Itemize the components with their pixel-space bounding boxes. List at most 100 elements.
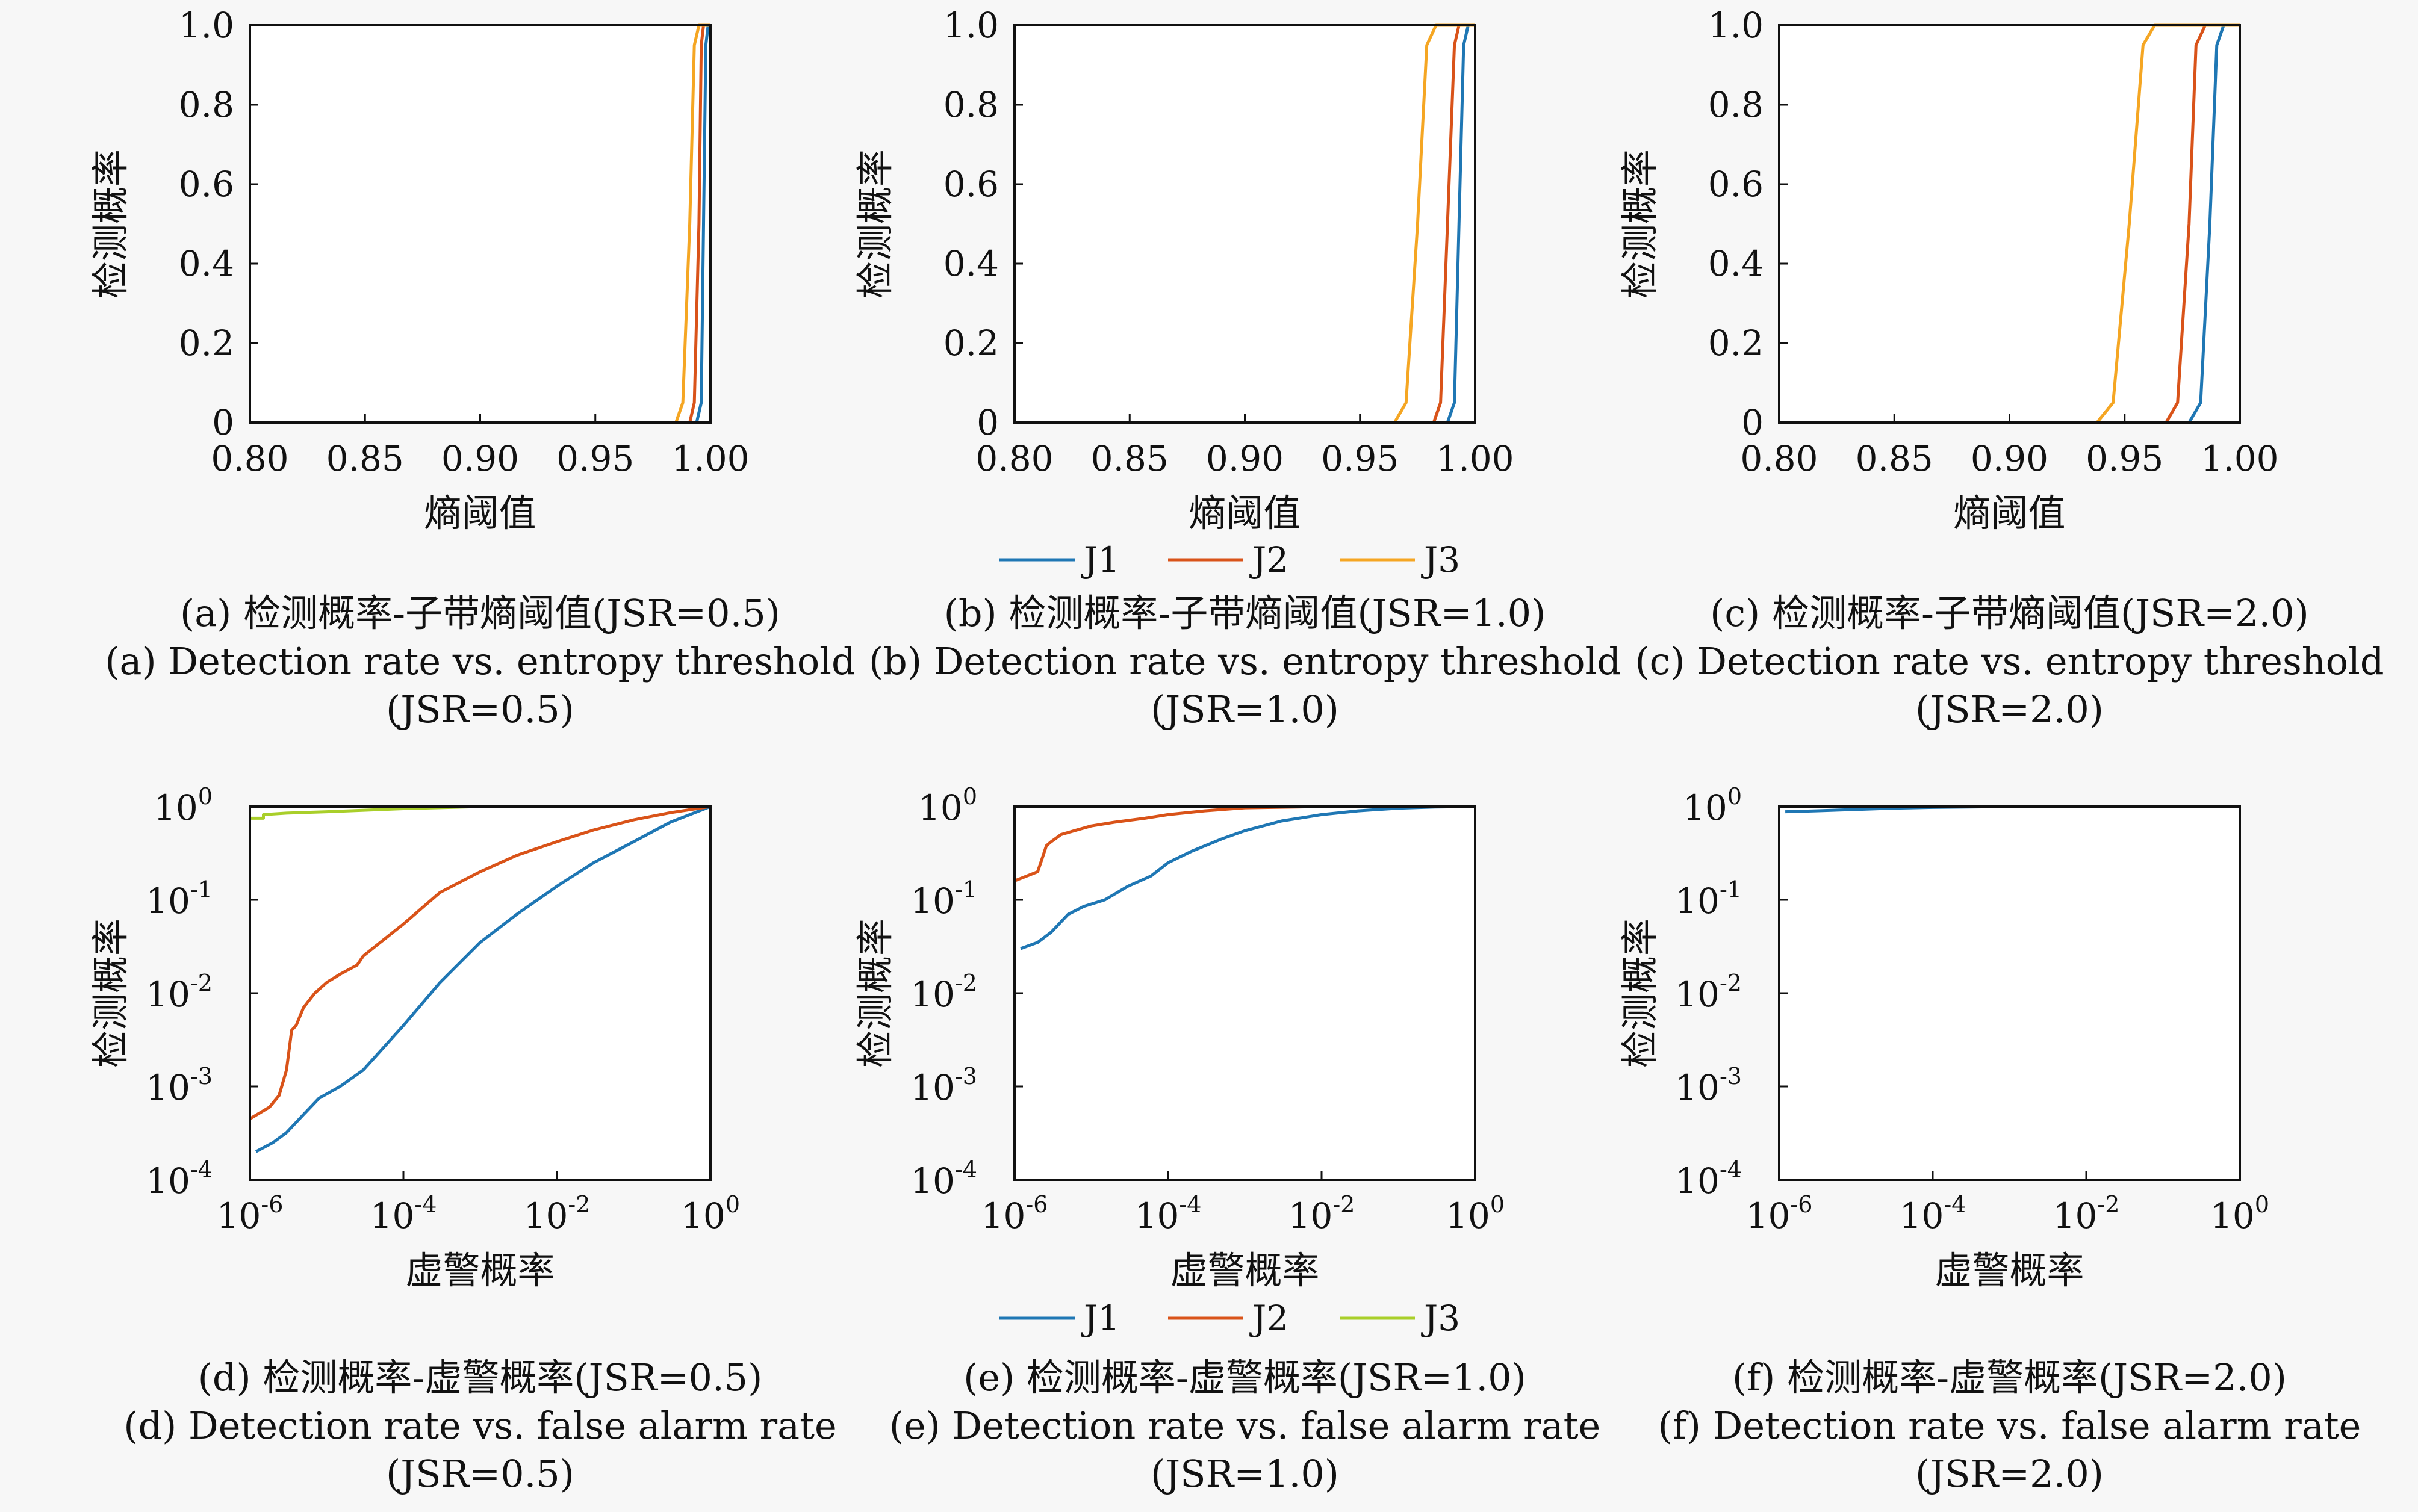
- x-tick-label: 0.80: [1740, 438, 1818, 479]
- tick-base: 10: [146, 881, 190, 922]
- y-tick-label: 0.4: [1708, 243, 1764, 284]
- x-tick-label: 1.00: [671, 438, 749, 479]
- x-tick-label: 0.95: [556, 438, 634, 479]
- y-tick-label: 0.2: [943, 323, 999, 364]
- caption-en: (a) Detection rate vs. entropy threshold: [105, 639, 855, 683]
- legend-label-j2: J2: [1249, 539, 1288, 580]
- tick-exponent: 0: [1727, 783, 1742, 810]
- tick-base: 10: [1900, 1195, 1944, 1236]
- x-tick-label: 0.85: [1856, 438, 1933, 479]
- tick-exponent: -2: [2097, 1191, 2119, 1218]
- tick-exponent: -3: [955, 1063, 977, 1089]
- tick-base: 10: [146, 974, 190, 1015]
- legend: J1 J2 J3: [999, 1298, 1460, 1339]
- x-tick-label: 0.80: [975, 438, 1053, 479]
- caption-en-jsr: (JSR=2.0): [1915, 687, 2104, 731]
- tick-exponent: -4: [1720, 1156, 1742, 1183]
- y-tick-label: 10-3: [146, 1063, 213, 1108]
- caption-en: (b) Detection rate vs. entropy threshold: [869, 639, 1621, 683]
- caption-en-jsr: (JSR=1.0): [1151, 1452, 1339, 1496]
- y-tick-label: 100: [154, 783, 213, 828]
- y-axis-label: 检测概率: [853, 919, 897, 1068]
- tick-base: 10: [981, 1195, 1026, 1236]
- y-tick-label: 0.8: [179, 84, 234, 125]
- x-tick-label: 100: [681, 1191, 740, 1236]
- tick-exponent: -4: [1179, 1191, 1201, 1218]
- y-tick-label: 0: [1741, 402, 1764, 443]
- y-axis-label: 检测概率: [1618, 919, 1662, 1068]
- tick-base: 10: [146, 1160, 190, 1201]
- tick-exponent: -6: [1025, 1191, 1048, 1218]
- y-tick-label: 0.4: [943, 243, 999, 284]
- tick-base: 10: [918, 787, 963, 828]
- y-tick-label: 1.0: [179, 5, 234, 46]
- x-tick-label: 0.90: [1971, 438, 2048, 479]
- caption-cn: (e) 检测概率-虚警概率(JSR=1.0): [963, 1356, 1526, 1399]
- tick-exponent: 0: [963, 783, 977, 810]
- caption-cn: (b) 检测概率-子带熵阈值(JSR=1.0): [944, 591, 1546, 635]
- caption-en: (f) Detection rate vs. false alarm rate: [1658, 1404, 2361, 1448]
- tick-exponent: -2: [955, 970, 977, 996]
- y-tick-label: 0.6: [943, 164, 999, 205]
- x-tick-label: 1.00: [1436, 438, 1514, 479]
- tick-base: 10: [1446, 1195, 1490, 1236]
- caption-en-jsr: (JSR=0.5): [386, 687, 574, 731]
- x-axis-label: 虚警概率: [405, 1248, 555, 1292]
- tick-exponent: -4: [955, 1156, 977, 1183]
- x-tick-label: 10-2: [524, 1191, 591, 1236]
- plot-area: [1779, 807, 2240, 1180]
- x-tick-label: 0.85: [1091, 438, 1169, 479]
- tick-base: 10: [910, 974, 955, 1015]
- y-tick-label: 10-2: [146, 970, 213, 1015]
- tick-base: 10: [1135, 1195, 1179, 1236]
- legend-label-j1: J1: [1081, 539, 1120, 580]
- y-tick-label: 10-1: [146, 876, 213, 922]
- caption-en: (c) Detection rate vs. entropy threshold: [1635, 639, 2384, 683]
- y-tick-label: 0.6: [1708, 164, 1764, 205]
- y-tick-label: 0.4: [179, 243, 234, 284]
- tick-exponent: -6: [261, 1191, 283, 1218]
- y-tick-label: 0: [212, 402, 234, 443]
- caption-en: (e) Detection rate vs. false alarm rate: [889, 1404, 1600, 1448]
- y-tick-label: 0.2: [179, 323, 234, 364]
- x-axis-label: 虚警概率: [1935, 1248, 2084, 1292]
- legend: J1 J2 J3: [999, 539, 1460, 580]
- x-tick-label: 0.95: [1321, 438, 1399, 479]
- legend-label-j3: J3: [1421, 539, 1460, 580]
- legend-label-j2: J2: [1249, 1298, 1288, 1339]
- panel-d: 10-6 10-4 10-2 10010-410-310-210-1100虚警概率检测…: [89, 783, 837, 1496]
- tick-exponent: -2: [1332, 1191, 1355, 1218]
- x-axis-label: 虚警概率: [1170, 1248, 1319, 1292]
- tick-exponent: -1: [190, 876, 213, 903]
- tick-base: 10: [146, 1067, 190, 1108]
- panel-e: 10-6 10-4 10-2 10010-410-310-210-1100虚警概率检测…: [853, 783, 1600, 1496]
- tick-exponent: 0: [726, 1191, 740, 1218]
- tick-exponent: -3: [190, 1063, 213, 1089]
- series-line-j1: [1020, 805, 1475, 950]
- tick-exponent: 0: [198, 783, 213, 810]
- tick-base: 10: [1675, 1160, 1720, 1201]
- x-tick-label: 0.95: [2086, 438, 2163, 479]
- plot-area: [250, 807, 710, 1180]
- y-axis-label: 检测概率: [89, 149, 132, 299]
- y-tick-label: 10-2: [910, 970, 977, 1015]
- tick-exponent: -4: [414, 1191, 437, 1218]
- caption-cn: (d) 检测概率-虚警概率(JSR=0.5): [198, 1356, 763, 1399]
- caption-en-jsr: (JSR=0.5): [386, 1452, 574, 1496]
- tick-base: 10: [217, 1195, 261, 1236]
- y-tick-label: 100: [1683, 783, 1742, 828]
- y-tick-label: 10-4: [1675, 1156, 1742, 1201]
- x-axis-label: 熵阈值: [1953, 491, 2065, 535]
- legend-label-j3: J3: [1421, 1298, 1460, 1339]
- tick-base: 10: [1746, 1195, 1791, 1236]
- tick-base: 10: [1675, 974, 1720, 1015]
- tick-exponent: -2: [190, 970, 213, 996]
- x-tick-label: 100: [1446, 1191, 1505, 1236]
- caption-cn: (a) 检测概率-子带熵阈值(JSR=0.5): [180, 591, 780, 635]
- y-tick-label: 100: [918, 783, 977, 828]
- y-tick-label: 10-4: [146, 1156, 213, 1201]
- y-tick-label: 10-2: [1675, 970, 1742, 1015]
- y-axis-label: 检测概率: [89, 919, 132, 1068]
- caption-en: (d) Detection rate vs. false alarm rate: [123, 1404, 836, 1448]
- x-tick-label: 100: [2210, 1191, 2269, 1236]
